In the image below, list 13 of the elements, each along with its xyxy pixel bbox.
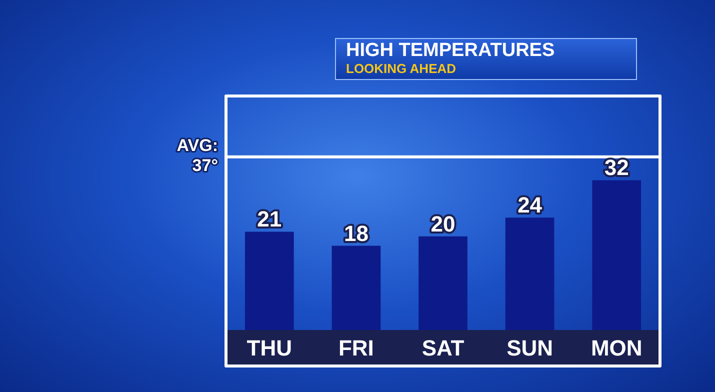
ref-line-label: AVG: 37° <box>176 136 218 175</box>
data-label: 32 <box>604 155 629 180</box>
data-label: 21 <box>257 206 282 232</box>
x-tick-label: SUN <box>506 335 554 360</box>
data-label: 18 <box>344 220 368 246</box>
x-tick-label: SAT <box>422 335 465 360</box>
x-tick-label: FRI <box>338 335 374 360</box>
x-tick-label: MON <box>590 335 642 360</box>
data-label: 20 <box>430 211 456 236</box>
chart-subtitle: LOOKING AHEAD <box>346 61 456 76</box>
data-label: 24 <box>518 192 543 218</box>
x-tick-label: THU <box>246 335 292 360</box>
chart-title: HIGH TEMPERATURES <box>346 40 555 62</box>
